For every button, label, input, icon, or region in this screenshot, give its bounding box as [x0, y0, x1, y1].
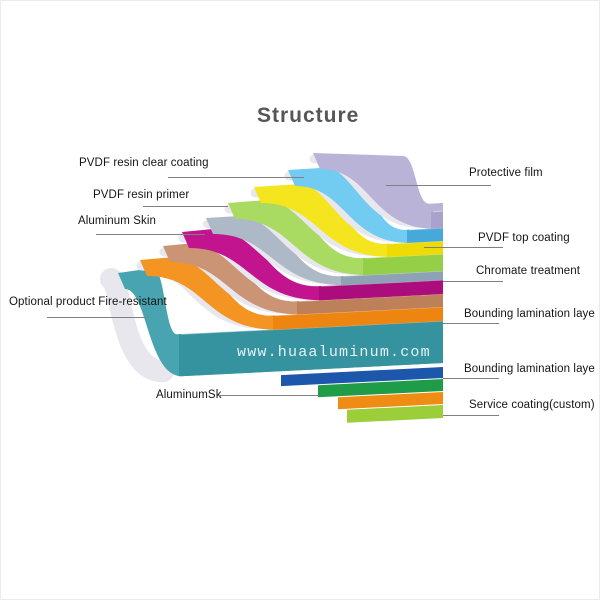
label-right-2: Chromate treatment	[476, 265, 581, 277]
layer-protective-film-surface	[313, 153, 443, 229]
layer-core-fire-resistant-edge	[100, 268, 174, 383]
leader-line-right-0	[386, 185, 491, 186]
label-right-3: Bounding lamination laye	[464, 308, 595, 320]
leader-line-right-1	[424, 247, 503, 248]
layer-pvdf-resin-clear-coating-face	[407, 228, 443, 243]
layer-chromate-layer-surface	[182, 229, 443, 301]
layer-protective-film-hairline	[432, 210, 444, 213]
label-right-5: Service coating(custom)	[469, 399, 595, 411]
watermark-text: www.huaaluminum.com	[237, 344, 431, 361]
layer-aluminum-skin-top-face	[341, 271, 443, 286]
leader-line-right-5	[443, 415, 499, 416]
label-left-0: PVDF resin clear coating	[79, 157, 209, 169]
leader-line-right-3	[443, 323, 499, 324]
label-left-4: AluminumSk	[156, 389, 222, 401]
label-right-0: Protective film	[469, 167, 543, 179]
leader-line-left-4	[218, 395, 319, 396]
layer-bounding-lamination-upper-face	[273, 307, 443, 330]
leader-line-left-0	[168, 177, 304, 178]
layer-service-coating	[347, 405, 443, 423]
layer-pvdf-resin-primer-face	[363, 254, 443, 276]
layer-service-bonding-orange	[338, 392, 443, 410]
layer-pvdf-top-coating-face	[387, 241, 443, 257]
label-right-4: Bounding lamination laye	[464, 363, 595, 375]
layer-protective-film-face	[431, 211, 443, 229]
label-right-1: PVDF top coating	[478, 232, 570, 244]
leader-line-right-2	[443, 281, 503, 282]
leader-line-right-4	[443, 378, 499, 379]
layer-aluminum-skin-bottom	[318, 379, 443, 398]
layer-pvdf-top-coating-surface	[254, 184, 443, 257]
layer-bounding-lamination-lower	[281, 367, 443, 387]
layer-pvdf-resin-primer-surface	[228, 200, 443, 276]
leader-line-left-1	[143, 206, 228, 207]
layer-pvdf-resin-clear-coating-surface	[288, 167, 443, 243]
layer-aluminum-skin-top-surface	[206, 216, 443, 286]
layer-chromate-layer-face	[319, 280, 443, 301]
layer-core-fire-resistant-face	[179, 321, 443, 377]
label-left-1: PVDF resin primer	[93, 189, 190, 201]
label-left-3: Optional product Fire-resistant	[9, 296, 167, 308]
layer-bonding-layer-upper-face	[297, 294, 443, 315]
diagram-title: Structure	[257, 104, 360, 127]
label-left-2: Aluminum Skin	[78, 215, 156, 227]
leader-line-left-3	[47, 317, 148, 318]
leader-line-left-2	[96, 234, 205, 235]
